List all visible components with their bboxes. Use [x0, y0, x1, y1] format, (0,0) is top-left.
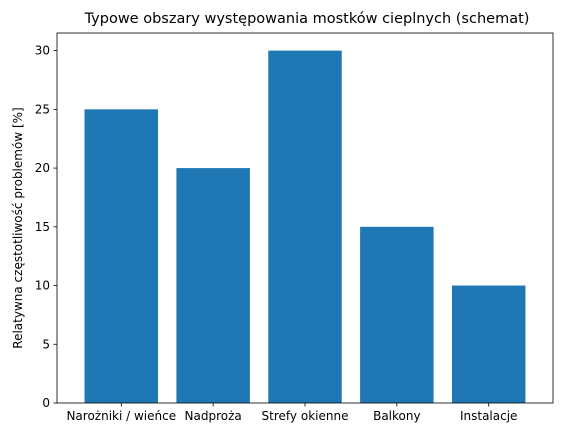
bar [451, 285, 526, 403]
y-tick-label: 20 [35, 161, 50, 175]
bar [176, 168, 250, 403]
x-tick-label: Balkony [373, 409, 421, 423]
chart-title: Typowe obszary występowania mostków ciep… [84, 11, 530, 27]
bar [84, 109, 159, 403]
y-tick-label: 0 [42, 396, 50, 410]
y-tick-label: 25 [35, 102, 50, 116]
plot-area: 0 5 10 15 20 25 30 Narożniki / wieńce Nadproża St… [35, 32, 554, 423]
x-tick-label: Narożniki / wieńce [66, 409, 176, 423]
y-tick-label: 30 [35, 44, 50, 58]
bar [268, 50, 342, 403]
x-tick-label: Strefy okienne [262, 409, 349, 423]
y-tick-label: 10 [35, 279, 50, 293]
y-tick-label: 15 [35, 220, 50, 234]
x-tick-label: Instalacje [460, 409, 517, 423]
y-tick-label: 5 [42, 337, 50, 351]
bar [360, 226, 434, 403]
y-axis-label: Relatywna częstotliwość problemów [%] [11, 107, 25, 348]
x-tick-label: Nadproża [185, 409, 242, 423]
